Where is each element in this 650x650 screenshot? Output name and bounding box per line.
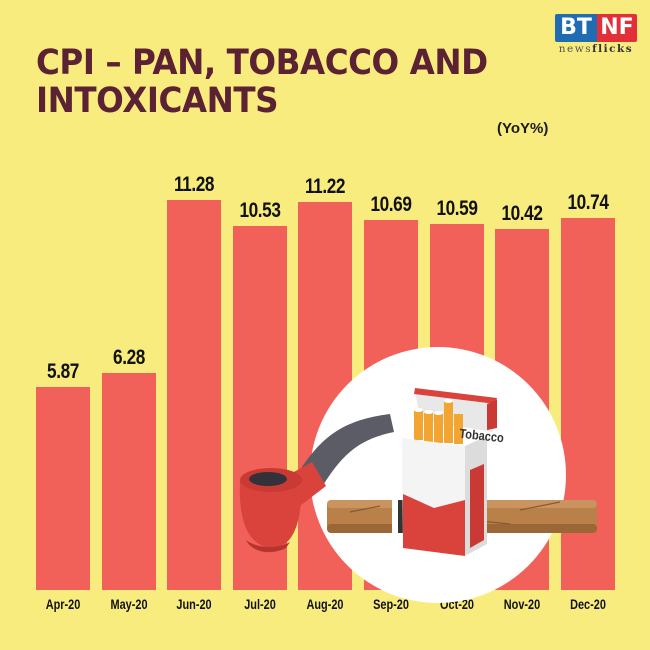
title-line-2: INTOXICANTS — [36, 81, 279, 121]
value-label: 10.69 — [370, 193, 412, 217]
x-axis-label: Apr-20 — [45, 596, 81, 612]
logo-nf: NF — [597, 14, 637, 42]
value-label: 11.22 — [305, 174, 346, 198]
x-axis-label: May-20 — [110, 596, 148, 612]
value-label: 10.53 — [239, 198, 281, 222]
x-axis-label: Jul-20 — [244, 596, 276, 612]
value-label: 11.28 — [174, 172, 215, 196]
chart-title: CPI – PAN, TOBACCO AND INTOXICANTS — [36, 44, 488, 120]
bar-jun-20 — [167, 199, 222, 590]
x-axis-label: Oct-20 — [439, 596, 474, 612]
x-axis-label: Aug-20 — [306, 596, 344, 612]
x-axis-label: Dec-20 — [569, 596, 606, 612]
bar-aug-20 — [298, 201, 353, 590]
value-label: 10.42 — [501, 202, 543, 226]
x-axis-label: Jun-20 — [176, 596, 212, 612]
btnf-newsflicks-logo: BT NF newsflicks — [555, 14, 637, 55]
unit-label: (YoY%) — [497, 120, 549, 137]
bar-nov-20 — [495, 229, 550, 590]
value-label: 10.74 — [567, 191, 609, 215]
x-axis-label: Nov-20 — [503, 596, 541, 612]
logo-bt: BT — [555, 14, 597, 42]
bar-oct-20 — [429, 223, 484, 590]
title-line-1: CPI – PAN, TOBACCO AND — [36, 43, 488, 83]
logo-tagline: newsflicks — [558, 43, 634, 55]
x-axis-label: Sep-20 — [373, 596, 409, 612]
value-label: 5.87 — [47, 359, 79, 383]
bar-may-20 — [101, 372, 156, 590]
bar-dec-20 — [560, 218, 615, 590]
bar-jul-20 — [232, 225, 287, 590]
value-label: 10.59 — [436, 196, 478, 220]
bar-apr-20 — [36, 386, 90, 590]
bar-sep-20 — [364, 220, 418, 590]
value-label: 6.28 — [112, 345, 145, 369]
